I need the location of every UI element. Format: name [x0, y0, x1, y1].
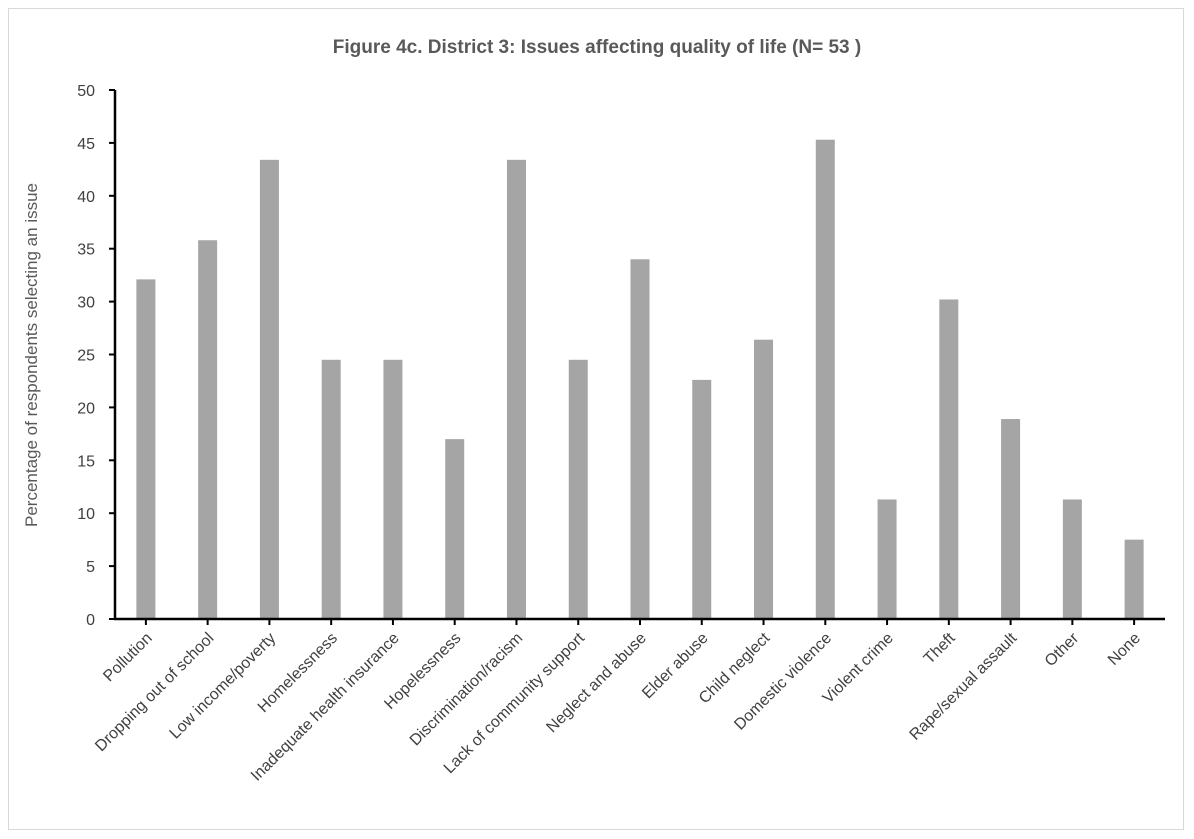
y-tick-label: 45 [77, 136, 95, 153]
bar-10 [692, 379, 712, 619]
y-tick-label: 40 [77, 189, 95, 206]
x-tick-label: Pollution [100, 630, 155, 685]
chart-title: Figure 4c. District 3: Issues affecting … [333, 37, 861, 58]
bar-12 [815, 139, 835, 620]
bar-1 [136, 279, 156, 619]
bar-3 [259, 159, 279, 619]
bar-6 [445, 439, 465, 619]
y-tick-label: 30 [77, 295, 95, 312]
bar-2 [198, 240, 218, 620]
bar-5 [383, 359, 403, 619]
y-axis-ticks: 0 5 10 15 20 25 30 35 40 45 50 [77, 83, 115, 629]
x-tick-label: Dropping out of school [92, 630, 217, 755]
y-axis-label: Percentage of respondents selecting an i… [22, 183, 41, 527]
y-tick-label: 10 [77, 506, 95, 523]
bar-14 [939, 299, 959, 619]
y-tick-label: 50 [77, 83, 95, 100]
x-tick-label: Other [1042, 629, 1083, 670]
bar-15 [1001, 419, 1021, 619]
x-tick-label: None [1105, 630, 1144, 669]
bar-8 [568, 359, 588, 619]
y-tick-label: 5 [86, 559, 95, 576]
y-tick-label: 15 [77, 453, 95, 470]
x-tick-label: Discrimination/racism [407, 630, 527, 750]
y-tick-label: 0 [86, 612, 95, 629]
bar-13 [877, 499, 897, 619]
y-tick-label: 20 [77, 400, 95, 417]
bar-17 [1124, 539, 1144, 619]
bar-16 [1062, 499, 1082, 619]
axes [113, 90, 1165, 621]
x-tick-label: Low income/poverty [167, 630, 280, 743]
x-tick-label: Theft [921, 629, 959, 667]
bars-group [136, 139, 1144, 620]
y-tick-label: 35 [77, 242, 95, 259]
bar-4 [321, 359, 341, 619]
y-tick-label: 25 [77, 348, 95, 365]
bar-11 [754, 339, 774, 619]
bar-7 [506, 159, 526, 619]
bar-9 [630, 259, 650, 619]
x-tick-label: Rape/sexual assault [907, 629, 1021, 743]
